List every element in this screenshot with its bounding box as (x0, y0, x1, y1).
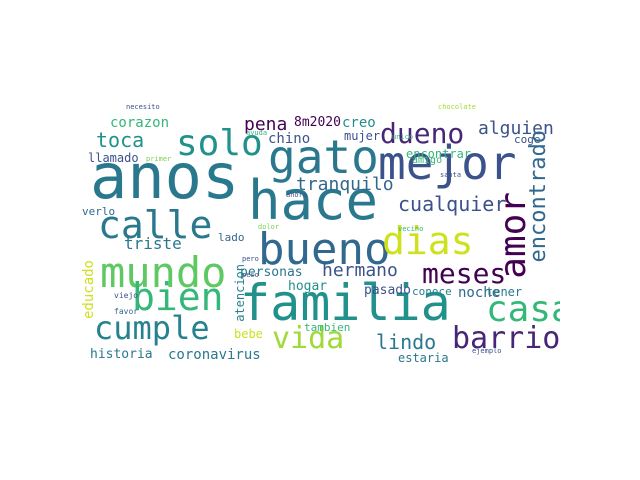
word-bebe: bebe (234, 327, 263, 341)
word-familia: familia (240, 274, 451, 332)
word-chocolate: chocolate (438, 103, 476, 111)
word-creo: creo (342, 115, 376, 131)
word-meses: meses (422, 257, 507, 290)
word-hermano: hermano (322, 260, 398, 281)
word-calle: calle (98, 203, 213, 247)
word-unico: unico (392, 133, 414, 141)
word-encontrado: encontrado (526, 130, 551, 263)
word-chino: chino (268, 131, 311, 147)
word-corazon: corazon (110, 115, 170, 131)
word-anos: anos (90, 140, 240, 213)
word-tener: tener (486, 285, 523, 299)
word-hace: hace (248, 169, 379, 232)
word-vida: vida (272, 321, 345, 356)
word-gato: gato (268, 130, 379, 184)
word-triste: triste (124, 234, 182, 253)
word-toca: toca (96, 128, 145, 152)
word-mundo: mundo (100, 248, 227, 297)
word-santa: santa (440, 171, 462, 179)
word-coronavirus: coronavirus (168, 347, 261, 363)
word-cualquier: cualquier (398, 192, 507, 216)
word-tambien: tambien (304, 321, 351, 334)
word-noche: noche (458, 285, 501, 301)
word-pero: pero (242, 255, 259, 263)
word-barrio: barrio (452, 321, 560, 356)
word-coge: coge (514, 133, 541, 146)
word-hogar: hogar (288, 279, 328, 294)
word-cumple: cumple (94, 309, 210, 347)
word-cloud: anos hace gato mejor familia bueno mundo… (80, 96, 560, 366)
word-vecino: vecino (398, 225, 424, 233)
word-personas: personas (240, 265, 303, 280)
word-verlo: verlo (82, 205, 116, 218)
word-ejemplo: ejemplo (472, 347, 502, 355)
word-dias: dias (382, 219, 474, 263)
word-atencion: atencion (233, 264, 247, 322)
word-encontrar: encontrar (406, 147, 472, 161)
word-alguien: alguien (478, 118, 554, 139)
word-dueno: dueno (380, 117, 465, 150)
word-8m2020: 8m2020 (294, 115, 341, 130)
word-ahora: ahora (286, 191, 308, 199)
word-conoce: conoce (412, 285, 452, 298)
word-pasado: pasado (364, 283, 411, 298)
word-viejo: viejo (114, 291, 139, 300)
word-necesito: necesito (126, 103, 160, 111)
word-tranquilo: tranquilo (296, 174, 394, 195)
word-dolor: dolor (258, 223, 280, 231)
word-mejor: mejor (378, 136, 517, 190)
word-casa: casa (486, 289, 560, 330)
word-amigo: amigo (412, 155, 443, 166)
word-solo: solo (176, 123, 263, 164)
word-educado: educado (81, 260, 97, 320)
word-bien: bien (132, 275, 224, 319)
word-llamado: llamado (88, 151, 139, 165)
word-historia: historia (90, 347, 153, 362)
word-bueno: bueno (258, 224, 391, 275)
word-favor: favor (114, 307, 139, 316)
word-peso: peso (242, 271, 259, 279)
word-primer: primer (146, 155, 172, 163)
word-estaria: estaria (398, 351, 449, 365)
word-mujer: mujer (344, 129, 381, 143)
word-ayuda: ayuda (246, 129, 268, 137)
word-lado: lado (218, 231, 245, 244)
word-lindo: lindo (376, 330, 437, 354)
word-pena: pena (244, 114, 288, 135)
